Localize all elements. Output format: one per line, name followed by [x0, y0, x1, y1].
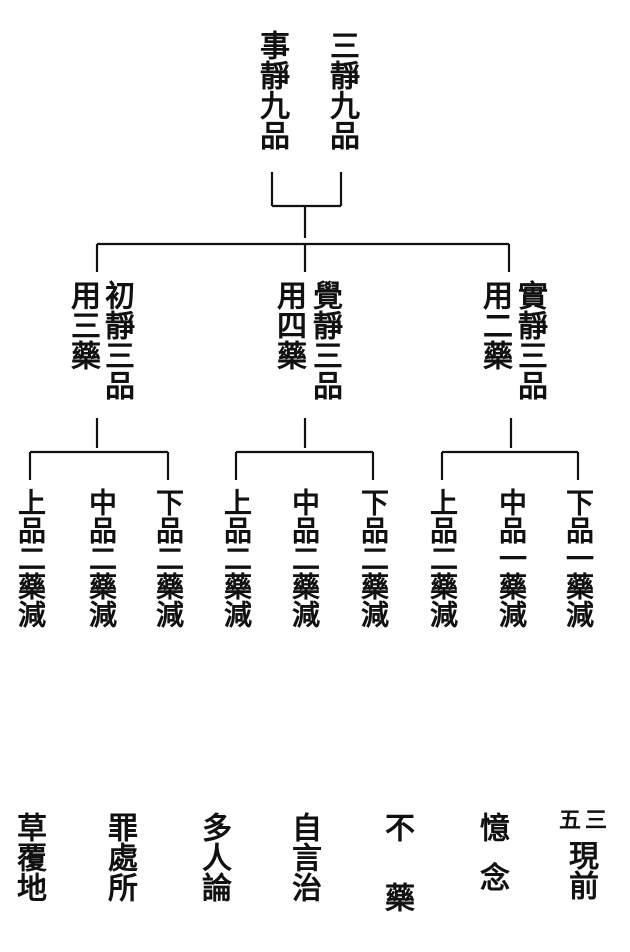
branch1-leaf-mid: 中品二藥減	[85, 488, 118, 628]
bottom-item-1-numeral-b: 五	[555, 808, 581, 830]
branch1-main: 初靜三品	[99, 280, 134, 400]
branch1-leaf-low: 下品二藥減	[152, 488, 185, 628]
branch1-side: 用三藥	[65, 280, 100, 370]
branch1-leaf-high: 上品二藥減	[14, 488, 47, 628]
branch3-main: 實靜三品	[512, 280, 547, 400]
branch3-leaf-mid: 中品一藥減	[495, 488, 528, 628]
branch3-leaf-high: 上品二藥減	[426, 488, 459, 628]
branch3-leaf-low: 下品一藥減	[562, 488, 595, 628]
bottom-item-4: 自言治	[286, 812, 321, 902]
bottom-item-2: 憶念	[474, 812, 509, 912]
root-right-label: 三靜九品	[324, 30, 359, 150]
branch2-leaf-low: 下品二藥減	[357, 488, 390, 628]
bottom-item-7: 草覆地	[11, 812, 46, 902]
bottom-item-6: 罪處所	[102, 812, 137, 902]
bottom-item-1-text: 現前	[563, 840, 598, 900]
branch2-leaf-high: 上品二藥減	[220, 488, 253, 628]
branch2-side: 用四藥	[271, 280, 306, 370]
branch2-main: 覺靜三品	[307, 280, 342, 400]
branch3-side: 用二藥	[477, 280, 512, 370]
root-left-label: 事靜九品	[254, 30, 289, 150]
bottom-item-5: 多人論	[196, 812, 231, 902]
bottom-item-1-numeral-a: 三	[581, 808, 607, 830]
branch2-leaf-mid: 中品二藥減	[288, 488, 321, 628]
bottom-item-3: 不藥	[379, 812, 414, 952]
